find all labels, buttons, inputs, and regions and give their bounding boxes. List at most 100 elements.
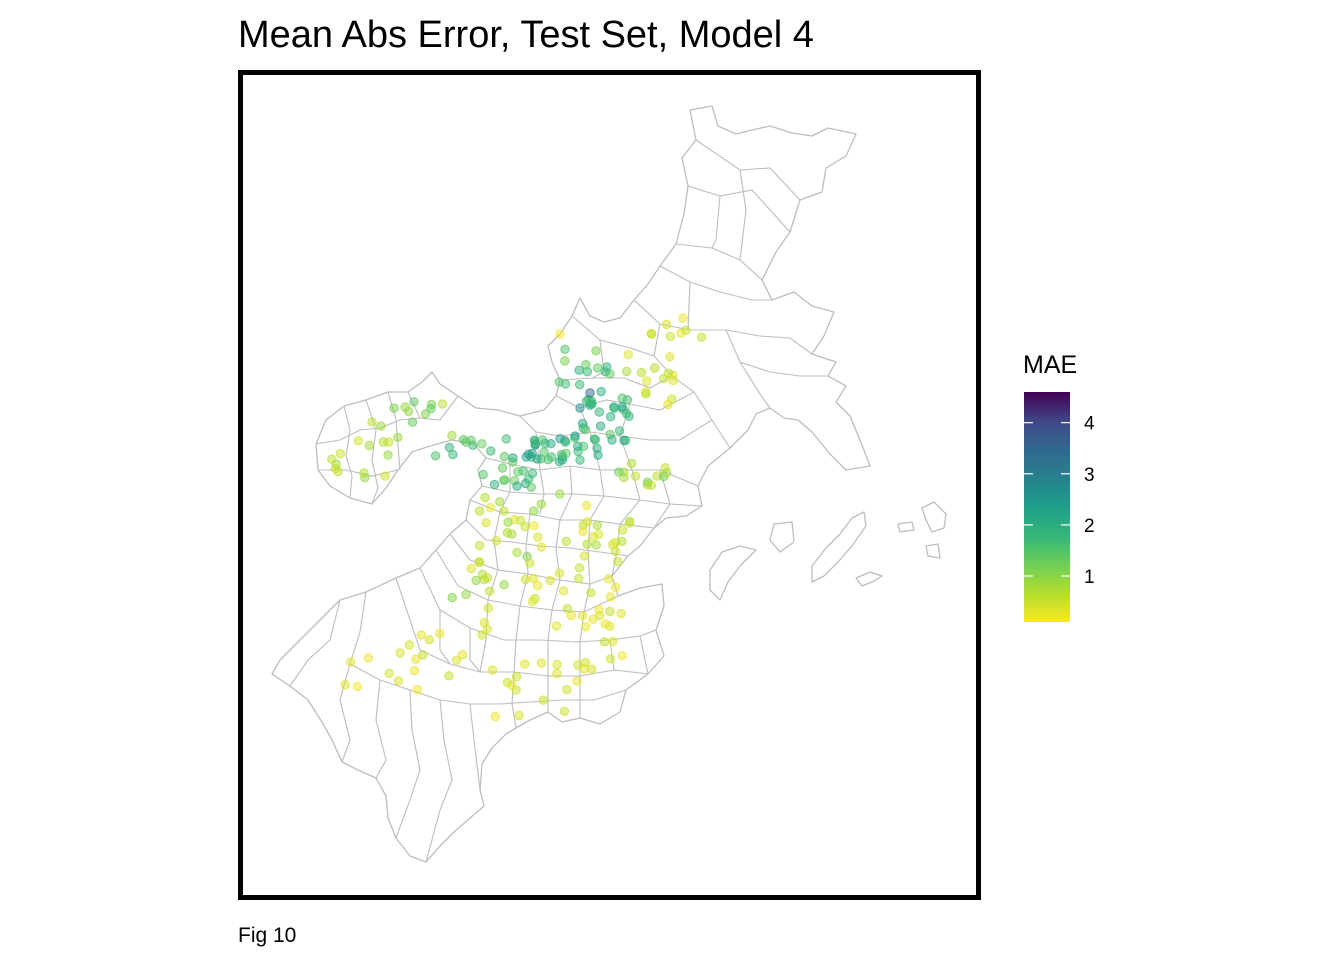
data-point xyxy=(474,540,485,551)
legend-title: MAE xyxy=(1023,351,1077,379)
figure-caption: Fig 10 xyxy=(238,924,296,947)
data-point xyxy=(560,379,571,389)
data-point xyxy=(661,319,672,330)
data-point xyxy=(409,666,420,676)
data-point xyxy=(393,432,403,442)
island-2 xyxy=(709,545,757,601)
legend-tick-label: 1 xyxy=(1084,567,1095,588)
island-6 xyxy=(921,501,947,533)
data-point xyxy=(474,506,485,516)
chart-title: Mean Abs Error, Test Set, Model 4 xyxy=(238,14,814,56)
data-point xyxy=(447,430,457,441)
legend: MAE 1 2 3 4 xyxy=(1023,351,1095,622)
island-4 xyxy=(855,571,883,587)
data-point xyxy=(448,449,458,460)
data-point xyxy=(621,366,632,377)
panel-border xyxy=(238,70,981,900)
data-point xyxy=(562,604,573,614)
data-point xyxy=(499,475,509,485)
data-point xyxy=(490,711,500,722)
data-point xyxy=(497,463,508,473)
data-point xyxy=(608,636,618,647)
data-point xyxy=(605,412,616,422)
data-point xyxy=(512,547,522,558)
data-point xyxy=(481,518,491,528)
data-point xyxy=(593,450,603,460)
data-point xyxy=(495,497,505,507)
data-point xyxy=(435,628,445,639)
data-point xyxy=(511,672,522,682)
data-point xyxy=(624,518,635,528)
data-point xyxy=(610,582,621,592)
data-point xyxy=(661,468,672,478)
data-point xyxy=(600,619,610,629)
data-point xyxy=(484,586,495,596)
data-point xyxy=(437,399,448,409)
data-point xyxy=(574,563,585,573)
data-point xyxy=(617,402,627,412)
data-point xyxy=(487,665,498,675)
data-point xyxy=(501,434,511,444)
data-point xyxy=(646,329,656,339)
data-point xyxy=(594,407,604,417)
data-point xyxy=(559,706,570,716)
data-point xyxy=(558,586,569,596)
data-point xyxy=(409,397,419,407)
data-point xyxy=(426,403,436,414)
data-point xyxy=(479,574,489,585)
legend-ticks: 1 2 3 4 xyxy=(1024,414,1095,588)
data-point xyxy=(378,437,388,447)
data-point xyxy=(585,388,595,398)
data-point xyxy=(574,573,584,583)
data-point xyxy=(582,517,593,527)
data-point xyxy=(520,574,531,585)
data-point xyxy=(543,455,553,465)
data-point xyxy=(480,492,490,503)
data-point xyxy=(367,417,377,427)
data-point xyxy=(554,568,565,578)
data-point xyxy=(447,592,457,603)
island-1 xyxy=(769,521,795,553)
island-7 xyxy=(925,543,941,559)
data-point xyxy=(663,368,673,378)
data-point xyxy=(665,352,675,362)
data-point xyxy=(582,539,592,549)
data-point xyxy=(486,446,496,456)
data-point xyxy=(560,437,571,447)
data-point xyxy=(614,426,625,436)
data-point xyxy=(594,610,605,621)
data-point xyxy=(623,349,633,360)
data-point xyxy=(566,610,576,621)
data-point xyxy=(485,503,496,513)
data-point xyxy=(353,436,363,446)
data-point xyxy=(532,454,542,464)
data-point xyxy=(407,417,418,427)
data-point xyxy=(590,435,600,445)
data-point xyxy=(418,650,428,660)
data-point xyxy=(616,608,626,619)
data-point xyxy=(532,580,543,591)
data-point xyxy=(412,685,423,695)
data-point xyxy=(466,563,476,574)
data-point xyxy=(596,386,606,397)
data-point xyxy=(331,459,341,469)
data-point xyxy=(605,592,616,602)
data-point xyxy=(403,406,414,417)
data-point xyxy=(560,344,570,354)
data-point xyxy=(624,411,634,421)
data-point xyxy=(552,659,562,670)
data-point xyxy=(578,526,588,537)
data-point xyxy=(646,480,657,490)
data-point xyxy=(340,680,350,690)
data-point xyxy=(335,448,345,459)
data-point xyxy=(580,424,591,435)
data-point xyxy=(636,367,647,378)
data-point xyxy=(512,481,522,491)
data-point xyxy=(461,589,471,600)
data-point xyxy=(600,367,610,377)
data-point xyxy=(524,474,534,484)
data-point xyxy=(346,657,356,667)
data-point xyxy=(458,434,469,445)
data-point xyxy=(617,525,628,535)
